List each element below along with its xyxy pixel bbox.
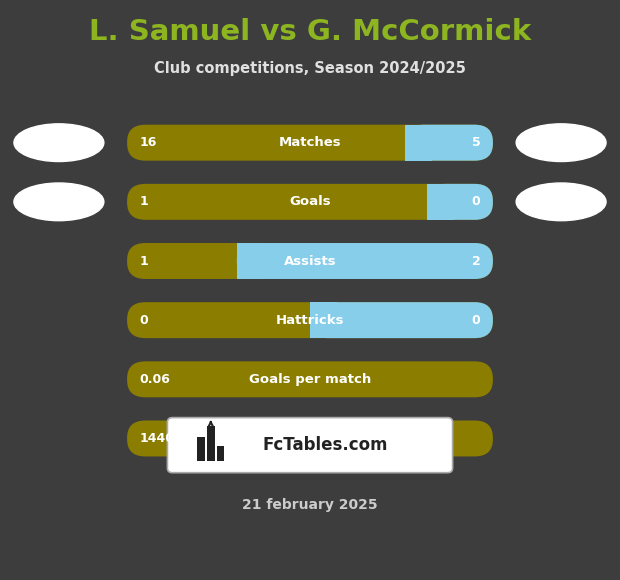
Ellipse shape [516,124,606,162]
Ellipse shape [14,124,104,162]
Text: 5: 5 [472,136,480,149]
Text: 0: 0 [140,314,148,327]
Text: Goals per match: Goals per match [249,373,371,386]
Ellipse shape [14,183,104,221]
FancyBboxPatch shape [127,302,493,338]
FancyBboxPatch shape [127,243,493,279]
Text: 1: 1 [140,255,148,267]
Bar [310,302,337,338]
Bar [237,243,264,279]
FancyBboxPatch shape [167,418,453,473]
FancyBboxPatch shape [237,243,493,279]
FancyBboxPatch shape [427,184,493,220]
Text: L. Samuel vs G. McCormick: L. Samuel vs G. McCormick [89,18,531,46]
Text: 1440: 1440 [140,432,174,445]
Text: Hattricks: Hattricks [276,314,344,327]
Bar [427,184,454,220]
Text: Goals: Goals [289,195,331,208]
Bar [405,125,433,161]
Text: Assists: Assists [284,255,336,267]
Text: 2: 2 [472,255,480,267]
Bar [197,437,205,461]
Text: Matches: Matches [278,136,342,149]
FancyBboxPatch shape [127,184,493,220]
Text: 21 february 2025: 21 february 2025 [242,498,378,512]
Ellipse shape [516,183,606,221]
Text: 0: 0 [472,314,480,327]
FancyBboxPatch shape [127,361,493,397]
Bar [207,426,215,461]
Bar [217,446,224,461]
FancyBboxPatch shape [127,420,493,456]
Text: 16: 16 [140,136,157,149]
FancyBboxPatch shape [127,125,493,161]
FancyBboxPatch shape [310,302,493,338]
Text: Min per goal: Min per goal [263,432,357,445]
Text: 0: 0 [472,195,480,208]
Text: 0.06: 0.06 [140,373,170,386]
FancyBboxPatch shape [405,125,493,161]
Text: Club competitions, Season 2024/2025: Club competitions, Season 2024/2025 [154,61,466,76]
Text: FcTables.com: FcTables.com [263,436,388,454]
Text: 1: 1 [140,195,148,208]
